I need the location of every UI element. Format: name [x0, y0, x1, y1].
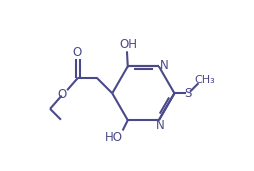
Text: OH: OH	[120, 38, 138, 51]
Text: S: S	[185, 87, 192, 100]
Text: N: N	[156, 119, 165, 132]
Text: HO: HO	[105, 131, 123, 144]
Text: CH₃: CH₃	[194, 75, 215, 85]
Text: O: O	[58, 88, 67, 101]
Text: N: N	[160, 59, 169, 72]
Text: O: O	[73, 46, 82, 59]
